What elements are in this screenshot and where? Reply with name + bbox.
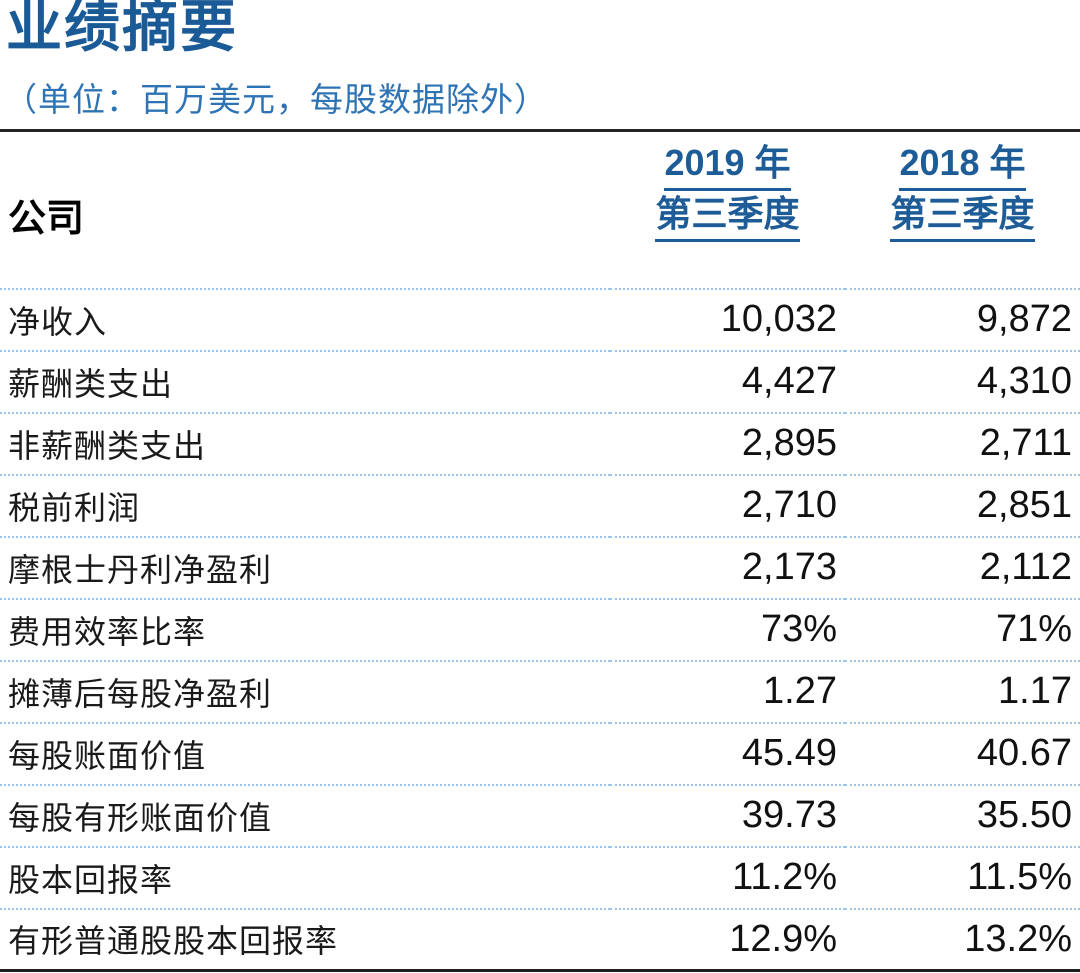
value-2018-q3: 40.67 (845, 721, 1080, 785)
value-2019-q3: 39.73 (610, 783, 845, 847)
value-2019-q3: 73% (610, 597, 845, 661)
table-row-return-on-tangible-common-equity: 有形普通股股本回报率 12.9% 13.2% (0, 907, 1080, 971)
table-row-diluted-eps: 摊薄后每股净盈利 1.27 1.17 (0, 659, 1080, 723)
table-row-compensation-expenses: 薪酬类支出 4,427 4,310 (0, 349, 1080, 413)
table-row-pretax-profit: 税前利润 2,710 2,851 (0, 473, 1080, 537)
value-2018-q3: 13.2% (845, 907, 1080, 971)
table-row-net-income: 摩根士丹利净盈利 2,173 2,112 (0, 535, 1080, 599)
row-label: 股本回报率 (0, 845, 610, 909)
row-label: 费用效率比率 (0, 597, 610, 661)
value-2019-q3: 11.2% (610, 845, 845, 909)
row-label: 非薪酬类支出 (0, 411, 610, 475)
value-2019-q3: 2,173 (610, 535, 845, 599)
value-2018-q3: 2,851 (845, 473, 1080, 537)
page-title: 业绩摘要 (6, 0, 238, 59)
table-row-tangible-book-value-per-share: 每股有形账面价值 39.73 35.50 (0, 783, 1080, 847)
value-2018-q3: 1.17 (845, 659, 1080, 723)
column-header-2018-year: 2018 年 (899, 140, 1026, 191)
value-2019-q3: 4,427 (610, 349, 845, 413)
table-row-non-compensation-expenses: 非薪酬类支出 2,895 2,711 (0, 411, 1080, 475)
row-label: 每股有形账面价值 (0, 783, 610, 847)
value-2018-q3: 11.5% (845, 845, 1080, 909)
value-2019-q3: 2,710 (610, 473, 845, 537)
row-label: 薪酬类支出 (0, 349, 610, 413)
value-2019-q3: 12.9% (610, 907, 845, 971)
unit-note: （单位：百万美元，每股数据除外） (4, 83, 548, 120)
performance-summary-table: 公司 2019 年 第三季度 2018 年 第三季度 净收入 10,032 9,… (0, 129, 1080, 973)
row-label: 税前利润 (0, 473, 610, 537)
header-row: 公司 2019 年 第三季度 2018 年 第三季度 (0, 131, 1080, 289)
column-header-2019-quarter: 第三季度 (655, 191, 800, 242)
row-label: 摊薄后每股净盈利 (0, 659, 610, 723)
value-2018-q3: 2,112 (845, 535, 1080, 599)
column-header-2018-quarter: 第三季度 (890, 191, 1035, 242)
value-2018-q3: 71% (845, 597, 1080, 661)
table-row-expense-efficiency-ratio: 费用效率比率 73% 71% (0, 597, 1080, 661)
column-header-2019-year: 2019 年 (664, 140, 791, 191)
table-row-net-revenues: 净收入 10,032 9,872 (0, 287, 1080, 351)
column-header-2019-q3: 2019 年 第三季度 (610, 131, 845, 289)
row-label: 每股账面价值 (0, 721, 610, 785)
value-2018-q3: 2,711 (845, 411, 1080, 475)
value-2018-q3: 4,310 (845, 349, 1080, 413)
row-label: 净收入 (0, 287, 610, 351)
value-2019-q3: 1.27 (610, 659, 845, 723)
value-2019-q3: 2,895 (610, 411, 845, 475)
value-2018-q3: 35.50 (845, 783, 1080, 847)
row-label: 有形普通股股本回报率 (0, 907, 610, 971)
row-label: 摩根士丹利净盈利 (0, 535, 610, 599)
corner-label-company: 公司 (8, 197, 85, 240)
value-2019-q3: 10,032 (610, 287, 845, 351)
value-2018-q3: 9,872 (845, 287, 1080, 351)
table-row-book-value-per-share: 每股账面价值 45.49 40.67 (0, 721, 1080, 785)
value-2019-q3: 45.49 (610, 721, 845, 785)
table-row-return-on-equity: 股本回报率 11.2% 11.5% (0, 845, 1080, 909)
column-header-2018-q3: 2018 年 第三季度 (845, 131, 1080, 289)
